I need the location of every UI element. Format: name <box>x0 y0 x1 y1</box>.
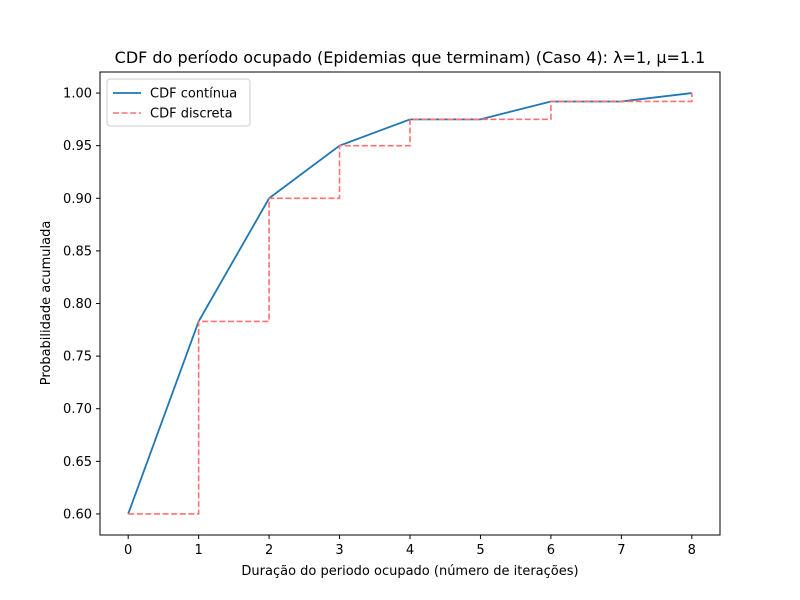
series-layer <box>127 92 693 515</box>
y-tick-label: 0.95 <box>63 139 92 154</box>
legend-box <box>106 78 251 127</box>
legend-entry-label: CDF discreta <box>150 107 233 122</box>
x-tick-label: 2 <box>265 543 273 558</box>
y-tick-label: 0.70 <box>63 402 92 417</box>
y-tick-label: 1.00 <box>63 87 92 102</box>
y-tick-label: 0.80 <box>63 297 92 312</box>
chart-title: CDF do período ocupado (Epidemias que te… <box>115 48 706 67</box>
x-tick-label: 3 <box>335 543 343 558</box>
y-tick-label: 0.65 <box>63 455 92 470</box>
y-axis-ticks: 0.60 0.65 0.70 0.75 0.80 0.85 0.90 0.95 1.00 <box>63 87 100 522</box>
legend: CDF contínua CDF discreta <box>106 78 251 127</box>
x-tick-label: 5 <box>476 543 484 558</box>
x-axis-label: Duração do periodo ocupado (número de it… <box>241 564 578 579</box>
x-tick-label: 4 <box>406 543 414 558</box>
x-tick-label: 0 <box>124 543 132 558</box>
y-tick-label: 0.60 <box>63 507 92 522</box>
legend-entry-label: CDF contínua <box>150 87 237 102</box>
x-tick-label: 8 <box>688 543 696 558</box>
series-line-discrete <box>128 93 693 515</box>
x-tick-label: 6 <box>547 543 555 558</box>
y-axis-label: Probabilidade acumulada <box>39 221 54 386</box>
x-axis-ticks: 0 1 2 3 4 5 6 7 8 <box>124 535 696 558</box>
x-tick-label: 1 <box>194 543 202 558</box>
y-tick-label: 0.85 <box>63 244 92 259</box>
y-tick-label: 0.90 <box>63 192 92 207</box>
y-tick-label: 0.75 <box>63 350 92 365</box>
x-tick-label: 7 <box>617 543 625 558</box>
